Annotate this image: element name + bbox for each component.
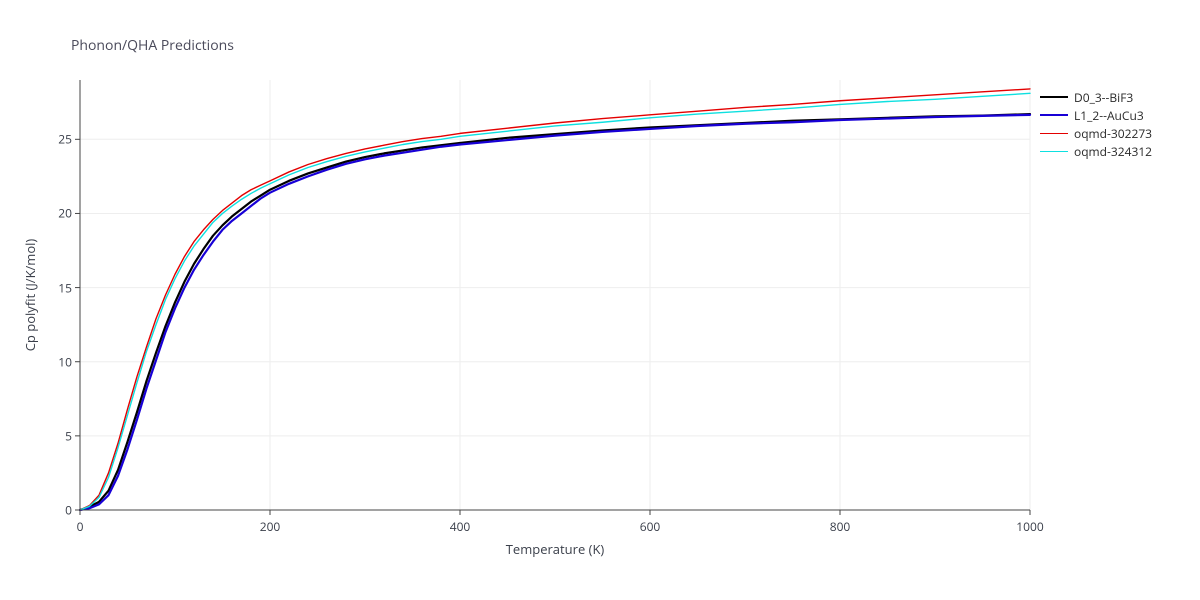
series-line[interactable] [80,115,1030,510]
x-tick-label: 1000 [1016,518,1043,535]
series-line[interactable] [80,114,1030,510]
y-tick-label: 25 [52,131,72,148]
x-axis-title: Temperature (K) [506,540,605,558]
x-tick-label: 400 [450,518,471,535]
x-tick-label: 0 [77,518,84,535]
legend-label: D0_3--BiF3 [1074,89,1133,106]
y-axis-title: Cp polyfit (J/K/mol) [21,239,39,352]
legend-item[interactable]: L1_2--AuCu3 [1040,106,1152,124]
legend-item[interactable]: oqmd-324312 [1040,142,1152,160]
y-tick-label: 20 [52,205,72,222]
plot-area [80,80,1030,510]
legend-swatch [1040,96,1068,98]
chart-title: Phonon/QHA Predictions [71,36,234,55]
y-tick-label: 15 [52,279,72,296]
legend: D0_3--BiF3L1_2--AuCu3oqmd-302273oqmd-324… [1040,88,1152,160]
legend-item[interactable]: D0_3--BiF3 [1040,88,1152,106]
legend-swatch [1040,151,1068,152]
x-tick-label: 600 [640,518,661,535]
legend-label: oqmd-324312 [1074,143,1152,160]
series-line[interactable] [80,93,1030,510]
legend-label: oqmd-302273 [1074,125,1152,142]
legend-label: L1_2--AuCu3 [1074,107,1144,124]
legend-item[interactable]: oqmd-302273 [1040,124,1152,142]
x-tick-label: 200 [260,518,281,535]
y-tick-label: 10 [52,353,72,370]
series-line[interactable] [80,89,1030,510]
legend-swatch [1040,114,1068,116]
legend-swatch [1040,133,1068,134]
y-tick-label: 0 [52,502,72,519]
y-tick-label: 5 [52,427,72,444]
x-tick-label: 800 [830,518,851,535]
chart-container: Phonon/QHA Predictions 02004006008001000… [0,0,1200,600]
